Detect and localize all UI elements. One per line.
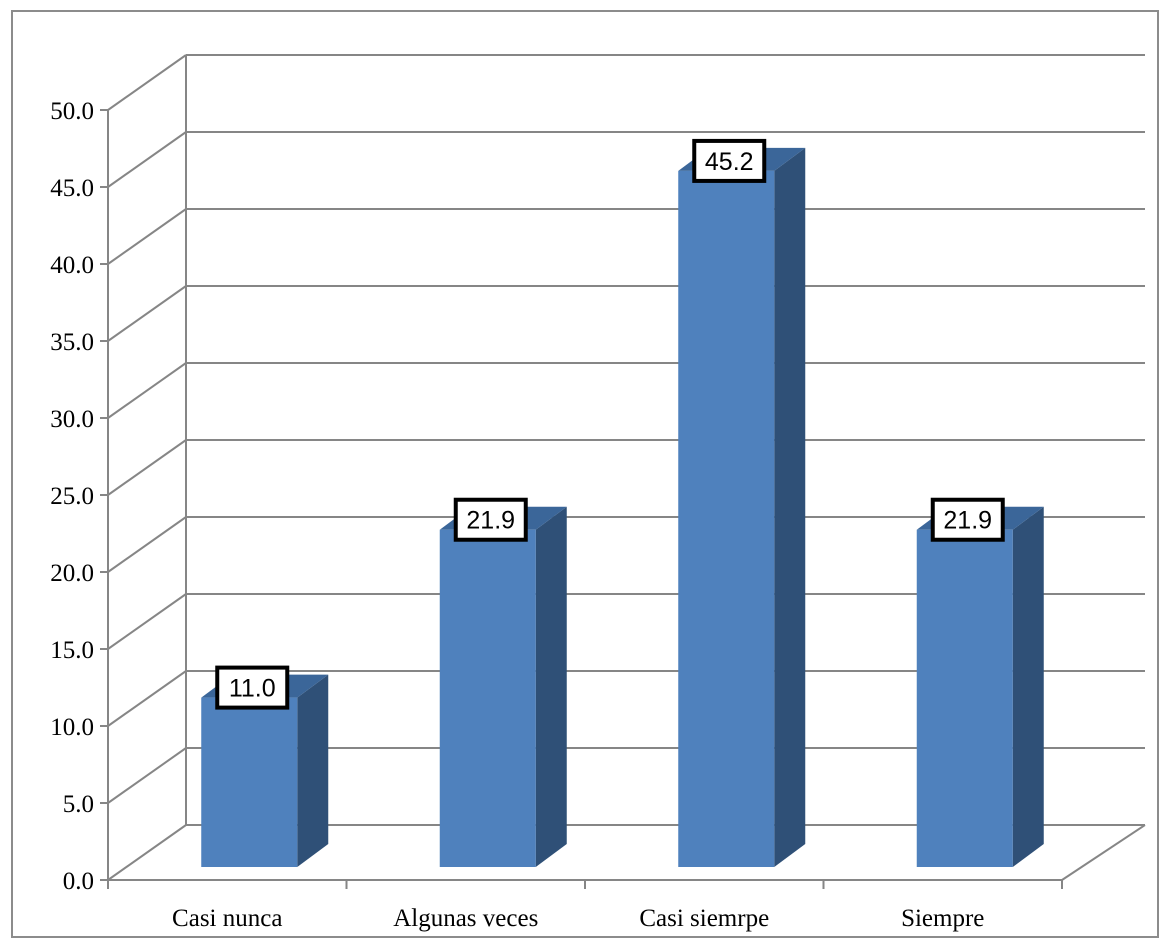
y-tick-labels: 0.0 5.0 10.0 15.0 20.0 25.0 30.0 35.0 40.0 45.0 50… [50, 98, 94, 895]
data-label-box [692, 138, 767, 183]
bar [201, 674, 329, 867]
category-labels: Casi nunca Algunas veces Casi siemrpe Siemp… [172, 905, 984, 932]
x-category-label: Siempre [901, 905, 984, 932]
y-tick-label: 5.0 [63, 791, 94, 818]
data-labels: 11.0 21.9 45.2 21.9 [215, 138, 1005, 710]
data-label-text: 21.9 [943, 507, 992, 535]
y-tick-label: 50.0 [50, 98, 94, 125]
data-label: 21.9 [453, 497, 528, 542]
bar-side-face [1012, 506, 1044, 867]
data-label-text: 11.0 [229, 675, 276, 703]
y-tick-label: 45.0 [50, 175, 94, 202]
data-label-text: 21.9 [466, 507, 515, 535]
bar-front-face [678, 170, 775, 868]
bar-side-face [774, 147, 806, 868]
gridline-side [107, 208, 187, 265]
gridline-side [107, 516, 187, 573]
bar-side-face [297, 674, 329, 867]
y-tick-label: 10.0 [50, 714, 94, 741]
data-label: 11.0 [215, 665, 290, 710]
bar [439, 506, 567, 867]
x-category-label: Casi nunca [172, 905, 282, 932]
axes [100, 109, 1063, 889]
y-tick-label: 20.0 [50, 560, 94, 587]
y-tick-label: 0.0 [63, 868, 94, 895]
data-label-text: 45.2 [705, 148, 754, 176]
gridline-side [107, 131, 187, 188]
x-category-label: Casi siemrpe [639, 905, 769, 932]
bar [916, 506, 1044, 867]
gridline-side [107, 670, 187, 727]
floor-right-edge [1061, 824, 1146, 881]
gridline-side [107, 362, 187, 419]
gridline-side [107, 593, 187, 650]
data-label-box [453, 497, 528, 542]
y-tick-label: 15.0 [50, 637, 94, 664]
bar-side-face [535, 506, 567, 867]
gridline-side [107, 747, 187, 804]
gridline-side [107, 285, 187, 342]
gridline-side [107, 439, 187, 496]
y-tick-label: 25.0 [50, 483, 94, 510]
data-label: 45.2 [692, 138, 767, 183]
bar [678, 147, 806, 868]
bar-front-face [439, 529, 536, 867]
bar-front-face [201, 697, 298, 867]
bar-front-face [916, 529, 1013, 867]
y-tick-label: 35.0 [50, 329, 94, 356]
bars [201, 147, 1044, 868]
gridline-side [107, 54, 187, 111]
y-tick-label: 30.0 [50, 406, 94, 433]
data-label-box [930, 497, 1005, 542]
data-label: 21.9 [930, 497, 1005, 542]
x-category-label: Algunas veces [393, 905, 538, 932]
gridline-side [107, 824, 187, 881]
data-label-box [215, 665, 290, 710]
y-tick-label: 40.0 [50, 252, 94, 279]
